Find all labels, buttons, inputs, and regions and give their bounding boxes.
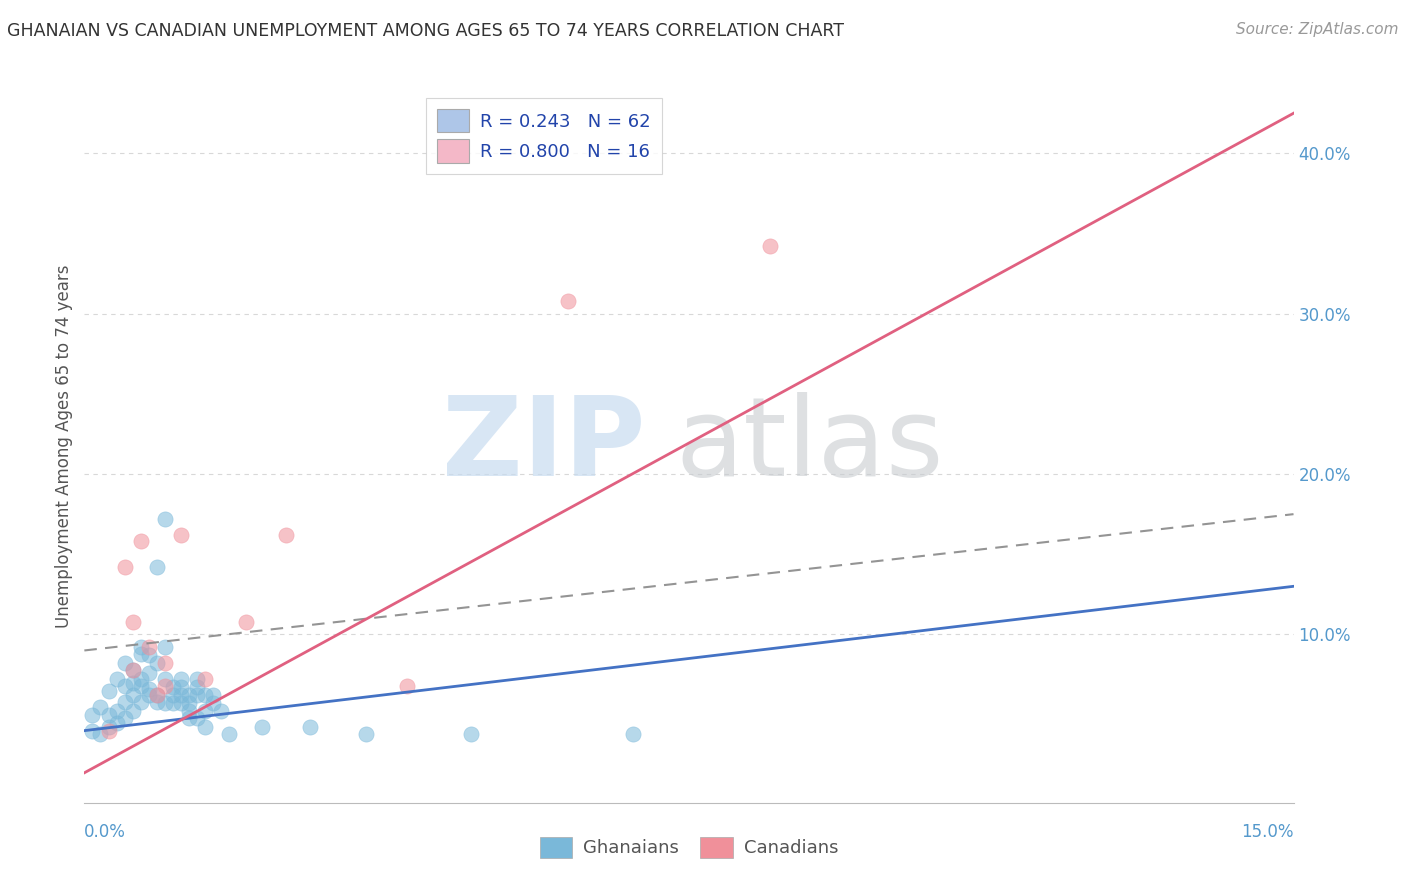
Point: [121, 663, 143, 677]
Point: [146, 689, 169, 703]
Point: [170, 681, 193, 695]
Point: [153, 673, 176, 687]
Point: [186, 689, 208, 703]
Point: [179, 711, 201, 725]
Point: [274, 528, 297, 542]
Point: [138, 640, 160, 655]
Point: [114, 679, 136, 693]
Point: [129, 640, 152, 655]
Point: [621, 727, 644, 741]
Point: [460, 727, 482, 741]
Point: [121, 675, 143, 690]
Point: [209, 705, 232, 719]
Point: [235, 615, 257, 629]
Text: ZIP: ZIP: [441, 392, 645, 500]
Point: [202, 689, 225, 703]
Point: [153, 697, 176, 711]
Point: [194, 705, 217, 719]
Point: [114, 695, 136, 709]
Point: [186, 711, 208, 725]
Point: [121, 689, 143, 703]
Point: [146, 689, 169, 703]
Point: [82, 707, 104, 722]
Point: [129, 679, 152, 693]
Point: [153, 679, 176, 693]
Point: [194, 673, 217, 687]
Text: atlas: atlas: [676, 392, 943, 500]
Point: [105, 715, 128, 730]
Point: [186, 681, 208, 695]
Point: [153, 657, 176, 671]
Point: [299, 721, 322, 735]
Point: [758, 239, 780, 253]
Text: GHANAIAN VS CANADIAN UNEMPLOYMENT AMONG AGES 65 TO 74 YEARS CORRELATION CHART: GHANAIAN VS CANADIAN UNEMPLOYMENT AMONG …: [7, 22, 844, 40]
Point: [202, 697, 225, 711]
Point: [138, 681, 160, 696]
Point: [146, 695, 169, 709]
Point: [138, 665, 160, 680]
Point: [218, 727, 240, 741]
Point: [179, 689, 201, 703]
Point: [146, 657, 169, 671]
Point: [129, 647, 152, 661]
Point: [356, 727, 378, 741]
Point: [170, 689, 193, 703]
Point: [138, 648, 160, 663]
Point: [114, 560, 136, 574]
Point: [162, 681, 184, 695]
Point: [97, 707, 120, 722]
Point: [105, 673, 128, 687]
Point: [250, 721, 273, 735]
Point: [89, 699, 111, 714]
Point: [114, 711, 136, 725]
Point: [89, 727, 111, 741]
Point: [162, 689, 184, 703]
Point: [97, 721, 120, 735]
Point: [121, 615, 143, 629]
Point: [146, 560, 169, 574]
Point: [153, 640, 176, 655]
Point: [179, 705, 201, 719]
Legend: Ghanaians, Canadians: Ghanaians, Canadians: [533, 830, 845, 865]
Point: [105, 705, 128, 719]
Point: [162, 697, 184, 711]
Text: Source: ZipAtlas.com: Source: ZipAtlas.com: [1236, 22, 1399, 37]
Point: [170, 673, 193, 687]
Point: [97, 683, 120, 698]
Point: [82, 723, 104, 738]
Text: 15.0%: 15.0%: [1241, 822, 1294, 841]
Point: [179, 697, 201, 711]
Point: [138, 689, 160, 703]
Point: [186, 673, 208, 687]
Point: [170, 528, 193, 542]
Point: [129, 695, 152, 709]
Point: [121, 705, 143, 719]
Point: [557, 293, 579, 308]
Y-axis label: Unemployment Among Ages 65 to 74 years: Unemployment Among Ages 65 to 74 years: [55, 264, 73, 628]
Point: [121, 663, 143, 677]
Point: [97, 723, 120, 738]
Point: [194, 721, 217, 735]
Point: [153, 512, 176, 526]
Point: [129, 534, 152, 549]
Point: [170, 697, 193, 711]
Point: [114, 657, 136, 671]
Point: [395, 679, 418, 693]
Point: [129, 673, 152, 687]
Text: 0.0%: 0.0%: [84, 822, 127, 841]
Point: [194, 689, 217, 703]
